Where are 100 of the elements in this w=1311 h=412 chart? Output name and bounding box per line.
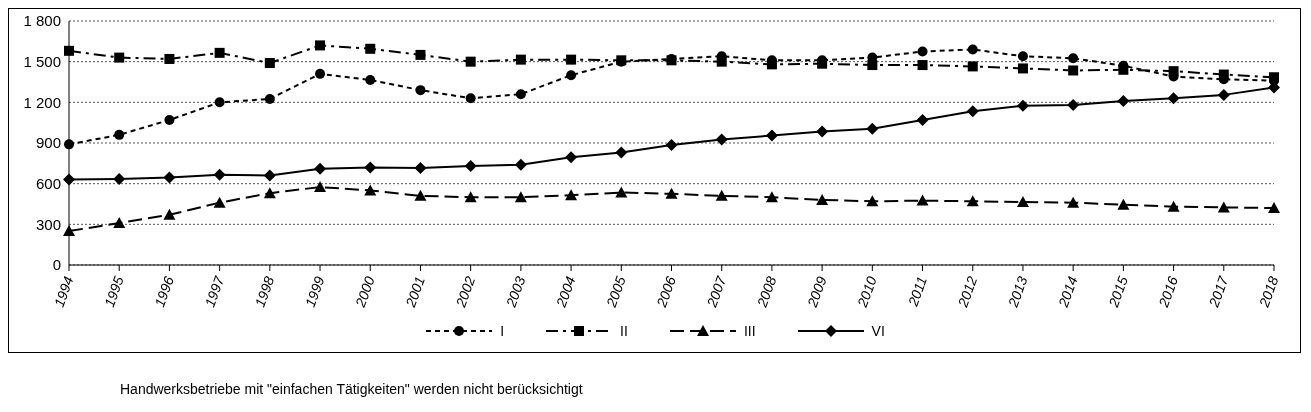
x-tick-label: 1998: [251, 274, 278, 310]
x-tick-label: 2017: [1205, 273, 1232, 310]
point: [365, 43, 376, 54]
point: [364, 184, 377, 196]
point: [916, 194, 929, 206]
point: [967, 44, 978, 55]
point: [816, 125, 829, 138]
point: [765, 191, 778, 203]
point: [1167, 92, 1180, 105]
point: [415, 85, 426, 96]
point: [966, 195, 979, 207]
point: [967, 61, 978, 72]
x-tick-label: 2007: [703, 273, 730, 310]
point: [565, 151, 578, 164]
x-tick-label: 2016: [1155, 274, 1182, 310]
x-tick-label: 1997: [201, 273, 228, 310]
y-tick-label: 900: [35, 134, 61, 152]
point: [715, 133, 728, 146]
point: [565, 189, 578, 201]
point: [716, 56, 727, 67]
x-tick-label: 2000: [351, 274, 378, 310]
point: [1118, 64, 1129, 75]
x-tick-label: 2011: [904, 274, 931, 309]
point: [464, 191, 477, 203]
point: [1268, 202, 1280, 214]
x-tick-label: 2003: [502, 274, 529, 310]
point: [114, 52, 125, 63]
point: [1067, 196, 1080, 208]
x-tick-label: 2002: [452, 274, 479, 310]
point: [866, 122, 879, 135]
point: [765, 129, 778, 142]
point: [264, 58, 275, 69]
x-tick-label: 2006: [652, 274, 680, 310]
point: [465, 56, 476, 67]
point: [515, 54, 526, 65]
point: [414, 162, 427, 175]
point: [164, 114, 175, 125]
text: Handwerksbetriebe mit "einfachen Tätigkeiten" werden nicht berücksichtigt: [120, 381, 584, 397]
y-tick-label: 0: [52, 256, 61, 274]
y-tick-label: 300: [35, 215, 61, 233]
x-tick-label: 1999: [301, 274, 328, 310]
point: [917, 60, 928, 71]
point: [365, 74, 376, 85]
point: [163, 208, 176, 220]
point: [315, 40, 326, 51]
point: [214, 97, 225, 108]
point: [615, 146, 628, 159]
x-tick-label: 2010: [853, 274, 880, 310]
point: [1218, 69, 1229, 80]
legend-label: III: [743, 323, 756, 339]
point: [63, 225, 75, 237]
point: [514, 158, 527, 171]
point: [315, 68, 326, 79]
point: [966, 105, 979, 118]
x-tick-label: 2013: [1004, 274, 1031, 310]
point: [113, 172, 126, 185]
point: [515, 89, 526, 100]
point: [213, 196, 226, 208]
point: [866, 195, 879, 207]
point: [1217, 88, 1230, 101]
point: [264, 93, 275, 104]
point: [514, 191, 527, 203]
point: [816, 193, 829, 205]
point: [114, 129, 125, 140]
x-tick-label: 2001: [401, 274, 428, 310]
y-tick-label: 1 200: [23, 93, 61, 111]
x-tick-label: 2018: [1255, 274, 1282, 310]
point: [766, 59, 777, 70]
point: [213, 168, 226, 181]
point: [364, 161, 377, 174]
x-tick-label: 2005: [602, 274, 629, 310]
point: [63, 173, 75, 186]
x-tick-label: 1994: [50, 274, 77, 310]
point: [314, 181, 327, 193]
x-tick-label: 2015: [1104, 274, 1131, 310]
point: [214, 47, 225, 58]
point: [1117, 94, 1130, 107]
point: [1016, 195, 1029, 207]
point: [113, 216, 126, 228]
point: [1167, 200, 1180, 212]
x-tick-label: 1996: [151, 274, 177, 310]
x-tick-label: 1995: [101, 274, 127, 310]
legend-label: VI: [871, 323, 885, 339]
x-tick-label: 2008: [753, 274, 780, 310]
point: [1016, 99, 1029, 112]
point: [1067, 99, 1080, 112]
point: [916, 113, 929, 126]
point: [665, 139, 678, 152]
point: [263, 169, 276, 182]
legend-label: II: [620, 323, 628, 339]
point: [867, 60, 878, 71]
point: [414, 189, 427, 201]
point: [615, 186, 628, 198]
point: [665, 187, 678, 199]
x-tick-label: 2014: [1054, 274, 1081, 310]
point: [465, 93, 476, 104]
point: [917, 46, 928, 57]
x-tick-label: 2012: [954, 274, 981, 310]
y-tick-label: 1 500: [23, 52, 61, 70]
legend-label: I: [500, 323, 505, 339]
